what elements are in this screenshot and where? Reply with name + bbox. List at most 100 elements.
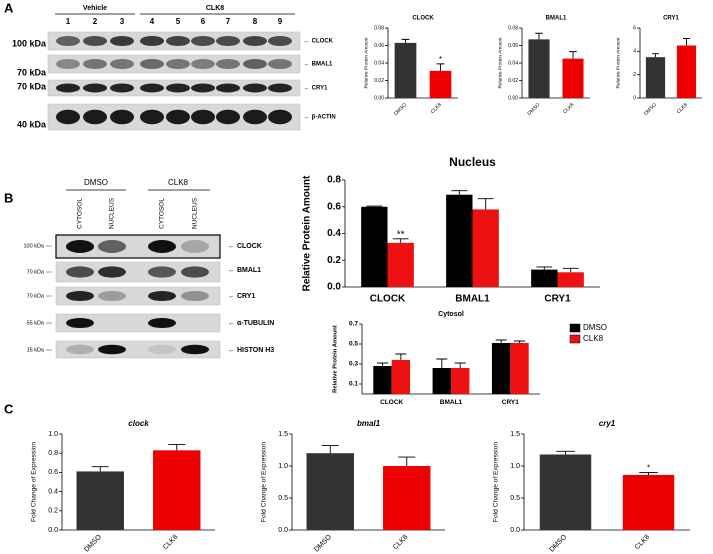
blot-band	[110, 109, 134, 125]
x-tick-label: CLK8	[162, 534, 179, 551]
blot-band	[140, 109, 164, 125]
error-bar	[366, 205, 383, 207]
blot-band	[110, 83, 134, 93]
bar	[531, 269, 558, 287]
bar	[676, 45, 697, 98]
marker-label: 70 kDa	[27, 269, 45, 275]
fraction-label: CYTOSOL	[159, 198, 166, 229]
bar	[306, 453, 354, 530]
chart-title: Cytosol	[438, 311, 464, 318]
blot-band	[83, 35, 107, 47]
error-bar	[436, 63, 445, 71]
marker-label: 40 kDa	[17, 119, 47, 129]
error-bar	[556, 450, 575, 455]
marker-label: 15 kDa	[27, 347, 45, 353]
y-tick-label: 0.5	[349, 341, 358, 348]
blot-band	[148, 266, 176, 278]
marker-label: 70 kDa	[27, 293, 45, 299]
blot-band	[83, 83, 107, 93]
y-axis-label: Relative Protein Amount	[333, 325, 339, 393]
group-label: DMSO	[84, 178, 108, 187]
fraction-label: NUCLEUS	[192, 197, 199, 229]
blot-band	[181, 290, 209, 302]
chart-title: CRY1	[663, 16, 679, 22]
y-tick-label: 0.6	[48, 469, 58, 476]
y-tick-label: 0.04	[374, 60, 384, 66]
fraction-label: NUCLEUS	[109, 197, 116, 229]
blot-band	[216, 83, 240, 93]
blot-band	[66, 344, 94, 355]
legend-label: DMSO	[583, 323, 607, 332]
bar	[557, 272, 584, 287]
x-tick-label: CRY1	[544, 294, 571, 305]
bar	[361, 206, 388, 287]
protein-label: ← BMAL1	[228, 267, 261, 274]
blot-band	[148, 344, 176, 355]
x-tick-label: BMAL1	[455, 294, 490, 305]
blot-band	[181, 240, 209, 253]
significance-label: **	[397, 229, 405, 240]
blot-band	[243, 58, 267, 70]
error-bar	[436, 358, 448, 368]
y-axis-label: Relative Protein Amount	[497, 37, 503, 89]
lane-label: 3	[120, 17, 125, 26]
error-bar	[683, 38, 690, 46]
blot-band	[98, 266, 126, 278]
blot-band	[268, 58, 292, 70]
protein-label: ← HISTON H3	[228, 347, 274, 354]
protein-label: ← CRY1	[304, 86, 328, 92]
y-tick-label: 0.0	[48, 527, 58, 534]
marker-label: 70 kDa	[17, 67, 47, 77]
blot-band	[56, 109, 80, 125]
bar	[387, 242, 414, 287]
blot-band	[98, 240, 126, 253]
y-tick-label: 6	[633, 25, 636, 31]
group-label: Vehicle	[83, 5, 107, 12]
blot-band	[140, 35, 164, 47]
x-tick-label: CRY1	[502, 399, 519, 406]
error-bar	[395, 353, 407, 360]
y-tick-label: 0.4	[327, 228, 341, 239]
blot-band	[191, 83, 215, 93]
y-tick-label: 0.1	[349, 381, 358, 388]
y-tick-label: 0	[633, 95, 636, 101]
bar	[391, 360, 411, 394]
blot-band	[166, 35, 190, 47]
y-tick-label: 0.6	[327, 201, 341, 212]
bar	[153, 450, 201, 530]
y-tick-label: 0.0	[278, 527, 288, 534]
blot-band	[110, 58, 134, 70]
blot-band	[216, 35, 240, 47]
blot-band	[83, 58, 107, 70]
marker-label: 70 kDa	[17, 81, 47, 91]
blot-strip	[55, 234, 221, 259]
bar	[373, 366, 392, 394]
blot-band	[148, 317, 176, 329]
chart-title: clock	[128, 419, 149, 428]
fraction-label: CYTOSOL	[77, 198, 84, 229]
y-tick-label: 0.3	[349, 361, 358, 368]
lane-label: 2	[93, 17, 98, 26]
blot-band	[243, 83, 267, 93]
x-tick-label: DMSO	[548, 533, 568, 553]
blot-band	[98, 290, 126, 302]
x-tick-label: DMSO	[313, 533, 333, 553]
error-bar	[477, 198, 494, 210]
bar	[446, 194, 473, 287]
error-bar	[514, 340, 526, 343]
bar	[394, 42, 417, 98]
y-tick-label: 0.06	[374, 43, 384, 49]
x-tick-label: CLK8	[676, 102, 689, 115]
blot-band	[181, 266, 209, 278]
blot-band	[166, 83, 190, 93]
error-bar	[398, 456, 416, 466]
y-axis-label: Relative Protein Amount	[363, 37, 369, 89]
bar	[432, 368, 451, 394]
panel-label: B	[4, 190, 13, 205]
bar	[429, 70, 452, 98]
lane-label: 6	[201, 17, 206, 26]
protein-label: ← CLOCK	[228, 243, 262, 250]
x-tick-label: BMAL1	[440, 399, 463, 406]
y-tick-label: 1.0	[510, 463, 520, 470]
